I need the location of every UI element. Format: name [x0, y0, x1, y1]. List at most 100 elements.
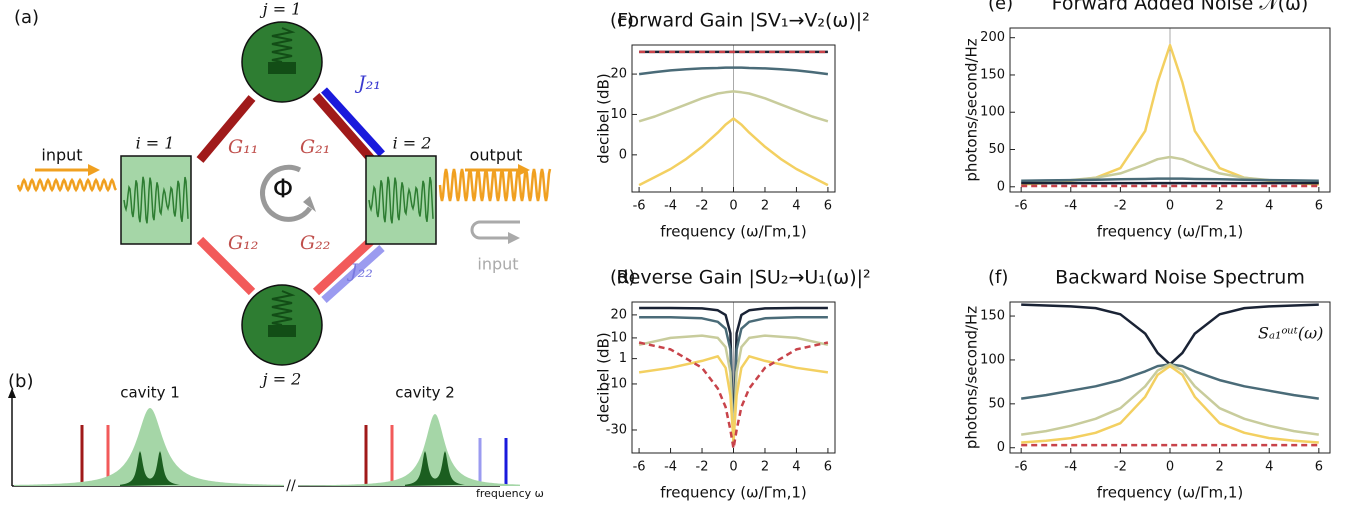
y-tick-label: 1	[619, 351, 627, 366]
arrowhead	[88, 164, 100, 176]
coupling-label: J₂₁	[354, 72, 381, 94]
x-tick-label: -2	[1114, 199, 1127, 214]
cavity-field	[123, 176, 189, 224]
signal-wave	[16, 177, 118, 193]
panel-label: (d)	[610, 267, 635, 288]
cavity-spectrum	[298, 414, 520, 486]
y-tick-label: 150	[980, 67, 1005, 82]
arrowhead	[303, 196, 316, 212]
x-tick-label: 2	[761, 199, 769, 214]
cavity-label: cavity 2	[395, 384, 455, 402]
diagram: (a) j = 1 j = 2 i = 1 i = 2 input output…	[8, 0, 552, 500]
axis-break: //	[286, 478, 296, 494]
coupling	[312, 93, 376, 163]
y-tick-label: -10	[606, 376, 627, 391]
mass	[268, 62, 296, 74]
y-tick-label: 0	[997, 440, 1005, 455]
x-tick-label: 4	[792, 460, 800, 475]
x-tick-label: -6	[1015, 199, 1028, 214]
spring	[271, 27, 296, 63]
series-line	[1021, 364, 1319, 444]
coupling	[196, 236, 256, 296]
y-tick-label: 50	[988, 396, 1005, 411]
x-tick-label: 6	[824, 460, 832, 475]
panel-label: (a)	[14, 7, 39, 28]
y-tick-label: 50	[988, 142, 1005, 157]
cavity-spectrum	[14, 408, 284, 486]
coupling-label: G₂₁	[300, 136, 330, 158]
x-tick-label: 0	[729, 199, 737, 214]
spring	[271, 290, 296, 326]
mechanical-spectrum	[120, 451, 180, 486]
coupling-label: G₁₂	[228, 232, 258, 254]
input-label: input	[41, 146, 82, 165]
series-line	[1021, 363, 1319, 400]
y-tick-label: 100	[980, 352, 1005, 367]
series-line	[638, 341, 829, 450]
x-tick-label: 6	[824, 199, 832, 214]
y-axis-label: photons/second/Hz	[963, 306, 981, 449]
output-label: output	[470, 146, 523, 165]
coupling-label: G₂₂	[300, 232, 330, 254]
x-tick-label: 0	[1166, 460, 1174, 475]
chart-title: Forward Gain |SV₁→V₂(ω)|²	[617, 10, 870, 32]
chart-title: Reverse Gain |SU₂→U₁(ω)|²	[616, 267, 870, 289]
node-label: i = 2	[393, 134, 432, 153]
arrowhead	[8, 388, 16, 398]
series-line	[1021, 177, 1319, 183]
x-tick-label: 0	[1166, 199, 1174, 214]
x-tick-label: -4	[1064, 199, 1077, 214]
x-tick-label: 2	[761, 460, 769, 475]
panel-label: (f)	[988, 267, 1008, 288]
y-tick-label: 20	[610, 307, 627, 322]
x-tick-label: -4	[664, 460, 677, 475]
cavity-label: cavity 1	[120, 384, 180, 402]
y-tick-label: 10	[610, 107, 627, 122]
y-axis-label: photons/second/Hz	[963, 38, 981, 181]
coupling	[196, 95, 256, 163]
arrowhead	[518, 164, 530, 176]
x-axis-label: frequency (ω/Γm,1)	[660, 223, 807, 241]
arrow	[470, 220, 520, 240]
x-tick-label: -6	[633, 199, 646, 214]
x-tick-label: -2	[696, 460, 709, 475]
mass	[268, 325, 296, 337]
coupling-label: G₁₁	[228, 136, 258, 158]
node-label: j = 1	[260, 0, 302, 19]
loop-arrow	[260, 164, 313, 222]
y-tick-label: -30	[606, 422, 627, 437]
x-tick-label: 6	[1315, 460, 1323, 475]
series-line	[1021, 363, 1319, 436]
panel-label: (b)	[8, 371, 33, 392]
y-tick-label: 100	[980, 105, 1005, 120]
y-tick-label: 200	[980, 30, 1005, 45]
x-tick-label: 2	[1215, 199, 1223, 214]
panel-label: (c)	[610, 10, 634, 31]
mechanical-spectrum	[405, 451, 465, 486]
x-tick-label: -2	[696, 199, 709, 214]
series-line	[638, 90, 829, 123]
node-label: i = 1	[136, 134, 175, 153]
y-tick-label: 0	[619, 147, 627, 162]
x-axis-label: frequency (ω/Γm,1)	[660, 484, 807, 502]
x-tick-label: -4	[664, 199, 677, 214]
y-tick-label: 0	[997, 179, 1005, 194]
phase-label: Φ	[273, 175, 293, 205]
coupling	[321, 87, 385, 157]
y-tick-label: 20	[610, 67, 627, 82]
x-tick-label: 0	[729, 460, 737, 475]
node-label: j = 2	[260, 370, 302, 389]
x-tick-label: 4	[792, 199, 800, 214]
annotation: Sₐ₁ᵒᵘᵗ(ω)	[1258, 324, 1323, 343]
x-tick-label: -4	[1064, 460, 1077, 475]
panel-label: (e)	[988, 0, 1013, 14]
x-tick-label: 6	[1315, 199, 1323, 214]
x-axis-label: frequency (ω/Γm,1)	[1097, 484, 1244, 502]
y-axis-label: decibel (dB)	[595, 332, 613, 422]
coupling	[321, 245, 385, 303]
x-tick-label: 4	[1265, 460, 1273, 475]
y-tick-label: 150	[980, 309, 1005, 324]
chart-title: Forward Added Noise 𝒩(ω)	[1052, 0, 1309, 15]
